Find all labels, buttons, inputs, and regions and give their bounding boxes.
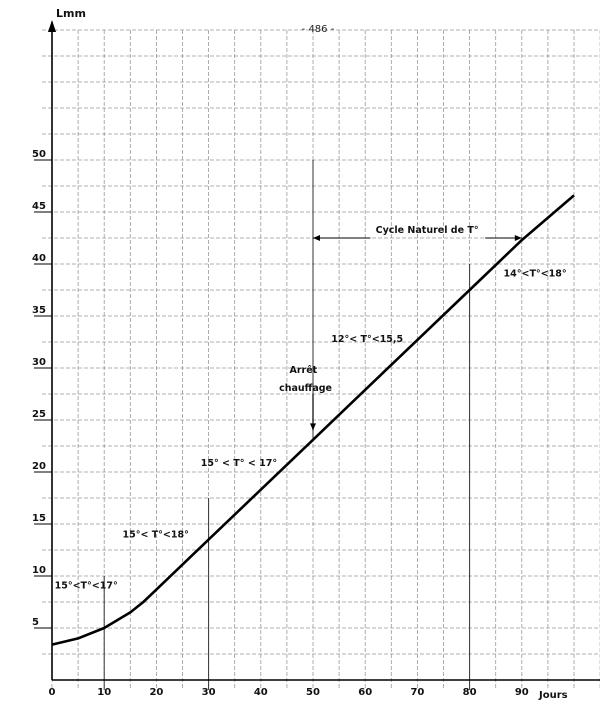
- axes: [48, 20, 600, 681]
- annotation-label: 14°<T°<18°: [504, 268, 567, 279]
- x-tick-label: 60: [358, 687, 372, 698]
- y-tick-label: 10: [32, 565, 46, 576]
- x-tick-label: 0: [49, 687, 56, 698]
- y-axis-label: Lmm: [56, 7, 86, 20]
- arrow-right-icon: [514, 235, 522, 241]
- grid: [42, 29, 600, 690]
- y-tick-label: 35: [32, 305, 46, 316]
- arrow-down-icon: [310, 423, 316, 431]
- y-tick-label: 45: [32, 201, 46, 212]
- y-tick-label: 40: [32, 253, 46, 264]
- y-tick-label: 50: [32, 149, 46, 160]
- y-tick-label: 30: [32, 357, 46, 368]
- tick-labels: 0 10 20 30 40 50 60 70 80 90 5 10 15 20 25 30 35 40 45 50: [32, 149, 529, 698]
- annotation-label: chauffage: [279, 383, 332, 394]
- growth-curve: [51, 194, 575, 646]
- y-tick-label: 20: [32, 461, 46, 472]
- x-tick-label: 70: [410, 687, 424, 698]
- x-tick-label: 50: [306, 687, 320, 698]
- annotation-label: Cycle Naturel de T°: [376, 225, 479, 236]
- y-tick-label: 15: [32, 513, 46, 524]
- x-tick-label: 90: [515, 687, 529, 698]
- series: [51, 194, 575, 646]
- annotation-label: 15°< T°<18°: [122, 530, 188, 541]
- x-tick-label: 40: [254, 687, 268, 698]
- annotation-label: Arrêt: [290, 365, 318, 376]
- annotation-label: 15° < T° < 17°: [201, 458, 277, 469]
- x-tick-label: 10: [97, 687, 111, 698]
- x-tick-label: 30: [202, 687, 216, 698]
- arrow-left-icon: [313, 235, 320, 241]
- y-axis-arrow-icon: [48, 20, 56, 32]
- y-tick-label: 25: [32, 409, 46, 420]
- x-tick-label: 80: [463, 687, 477, 698]
- y-tick-label: 5: [32, 617, 39, 628]
- page-number: - 486 -: [302, 24, 335, 35]
- annotation-label: 15°<T°<17°: [55, 580, 118, 591]
- annotation-label: 12°< T°<15,5: [331, 334, 403, 345]
- x-tick-label: 20: [149, 687, 163, 698]
- x-axis-label: Jours: [538, 690, 568, 701]
- annotations: 15°<T°<17° 15°< T°<18° 15° < T° < 17° Arrêt…: [55, 225, 567, 592]
